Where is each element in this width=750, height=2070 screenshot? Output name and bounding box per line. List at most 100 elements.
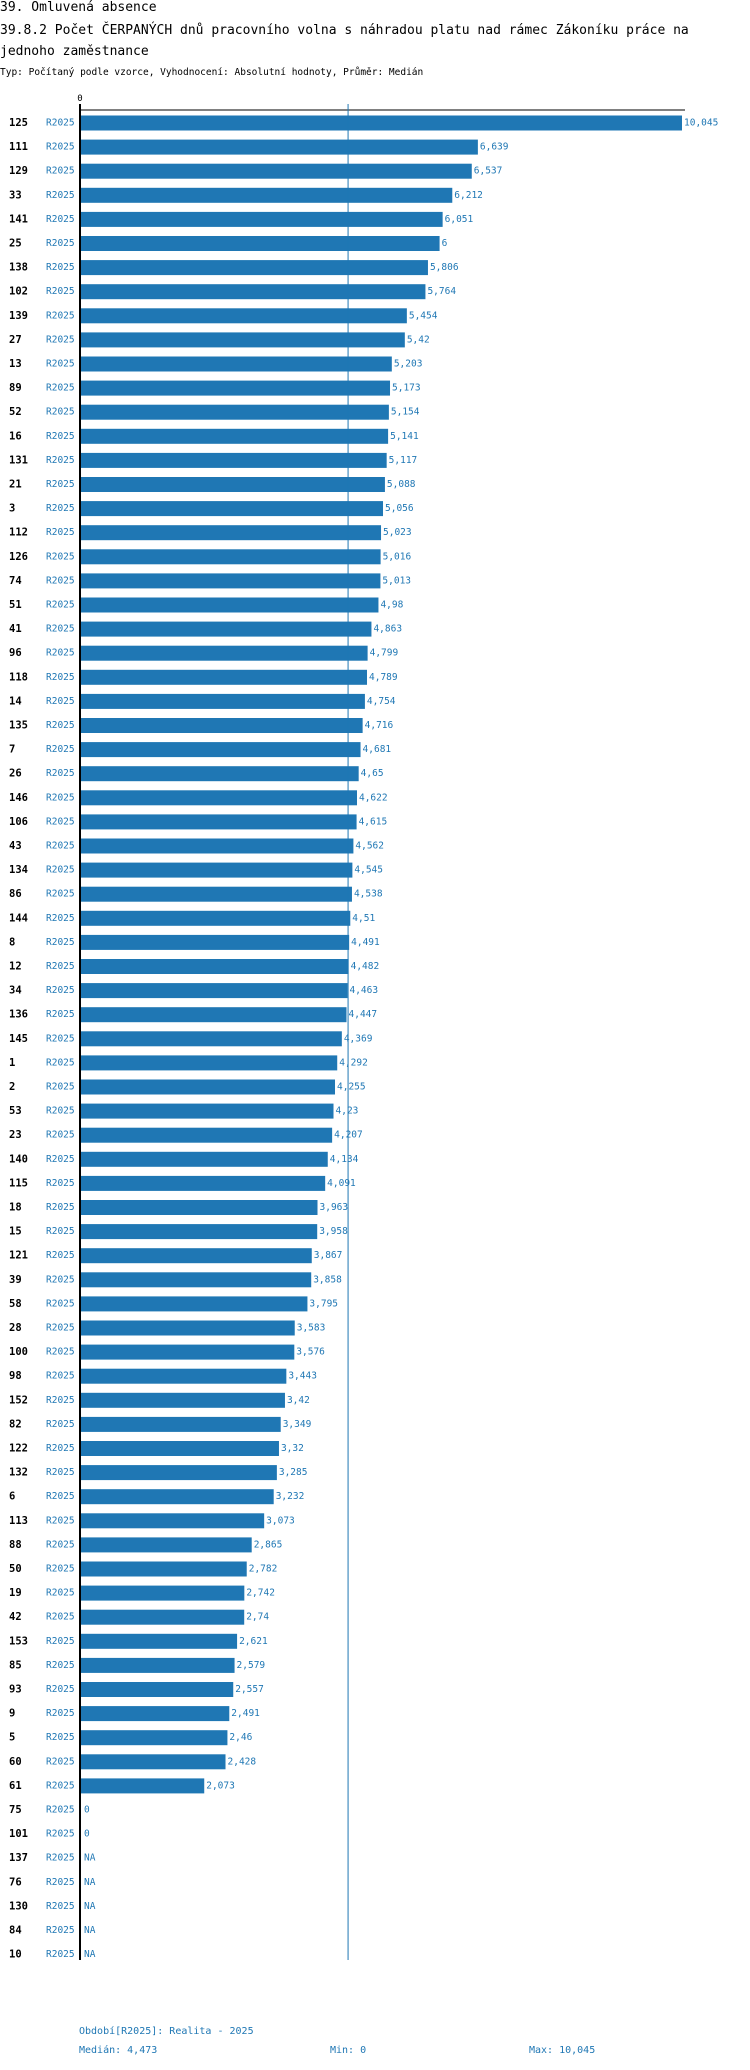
bar	[80, 910, 351, 926]
row-series-label: R2025	[46, 600, 75, 611]
row-id-label: 137	[9, 1852, 28, 1864]
row-series-label: R2025	[46, 1057, 75, 1068]
bar	[80, 404, 389, 420]
bar-value-label: 4,134	[330, 1154, 359, 1165]
bar-value-label: 4,562	[355, 841, 384, 852]
bar-value-label: 2,46	[229, 1732, 252, 1743]
bar	[80, 573, 381, 589]
row-id-label: 122	[9, 1443, 28, 1455]
bar-value-label: 3,867	[314, 1250, 343, 1261]
bar	[80, 501, 384, 517]
row-series-label: R2025	[46, 190, 75, 201]
row-id-label: 13	[9, 358, 22, 370]
row-id-label: 7	[9, 744, 15, 756]
row-series-label: R2025	[46, 455, 75, 466]
row-series-label: R2025	[46, 166, 75, 177]
row-id-label: 52	[9, 406, 22, 418]
row-series-label: R2025	[46, 1033, 75, 1044]
bar-value-label: 5,141	[390, 431, 419, 442]
row-id-label: 113	[9, 1515, 28, 1527]
bar	[80, 308, 407, 324]
row-id-label: 112	[9, 527, 28, 539]
bar	[80, 525, 382, 541]
bar-value-label: 5,088	[387, 479, 416, 490]
bar-value-label: 4,491	[351, 937, 380, 948]
row-id-label: 39	[9, 1274, 22, 1286]
row-series-label: R2025	[46, 744, 75, 755]
row-series-label: R2025	[46, 118, 75, 129]
row-id-label: 126	[9, 551, 28, 563]
bar-value-label: 2,742	[246, 1588, 275, 1599]
bar	[80, 1561, 247, 1577]
row-series-label: R2025	[46, 431, 75, 442]
row-series-label: R2025	[46, 1732, 75, 1743]
bar	[80, 1682, 234, 1697]
row-id-label: 18	[9, 1202, 22, 1214]
bar	[80, 790, 357, 806]
bar-value-label: 4,789	[369, 672, 398, 683]
row-id-label: 50	[9, 1563, 22, 1575]
row-series-label: R2025	[46, 816, 75, 827]
row-id-label: 131	[9, 454, 28, 466]
bar	[80, 862, 353, 878]
bar	[80, 1778, 205, 1794]
row-series-label: R2025	[46, 1636, 75, 1647]
bar	[80, 380, 391, 396]
row-series-label: R2025	[46, 1708, 75, 1719]
bar-value-label: 3,583	[297, 1323, 326, 1334]
bar-value-label: 4,681	[363, 744, 392, 755]
bar-value-label: 4,292	[339, 1057, 368, 1068]
row-id-label: 118	[9, 671, 28, 683]
row-series-label: R2025	[46, 1419, 75, 1430]
bar-value-label: 2,491	[231, 1708, 260, 1719]
row-series-label: R2025	[46, 672, 75, 683]
row-id-label: 89	[9, 382, 22, 394]
bar	[80, 838, 354, 854]
row-id-label: 19	[9, 1587, 22, 1599]
row-id-label: 139	[9, 310, 28, 322]
bar	[80, 742, 361, 758]
row-series-label: R2025	[46, 985, 75, 996]
bar-value-label: 3,232	[276, 1491, 305, 1502]
row-series-label: R2025	[46, 1756, 75, 1767]
row-series-label: R2025	[46, 262, 75, 273]
bar	[80, 1368, 287, 1384]
bar	[80, 549, 381, 565]
row-id-label: 74	[9, 575, 22, 587]
row-id-label: 58	[9, 1298, 22, 1310]
row-series-label: R2025	[46, 720, 75, 731]
row-series-label: R2025	[46, 696, 75, 707]
bar	[80, 886, 352, 902]
row-series-label: R2025	[46, 575, 75, 586]
bar	[80, 477, 385, 492]
row-series-label: R2025	[46, 1178, 75, 1189]
bar-value-label: 2,782	[249, 1564, 278, 1575]
bar-value-label: 4,716	[365, 720, 394, 731]
bar	[80, 983, 348, 999]
row-series-label: R2025	[46, 1780, 75, 1791]
footer-max: Max: 10,045	[529, 2045, 596, 2056]
bar-value-label: NA	[84, 1925, 96, 1936]
bar	[80, 1151, 328, 1167]
bar	[80, 1392, 285, 1408]
bar-value-label: 3,073	[266, 1515, 295, 1526]
bar	[80, 1296, 308, 1312]
row-series-label: R2025	[46, 1612, 75, 1623]
row-series-label: R2025	[46, 913, 75, 924]
row-series-label: R2025	[46, 1202, 75, 1213]
row-id-label: 136	[9, 1009, 28, 1021]
bar-value-label: 4,799	[370, 648, 399, 659]
bar	[80, 1730, 228, 1746]
row-id-label: 141	[9, 213, 28, 225]
row-id-label: 28	[9, 1322, 22, 1334]
row-series-label: R2025	[46, 648, 75, 659]
bar-value-label: 4,463	[349, 985, 378, 996]
row-series-label: R2025	[46, 1805, 75, 1816]
row-series-label: R2025	[46, 624, 75, 635]
row-id-label: 33	[9, 189, 22, 201]
bar-value-label: 4,754	[367, 696, 396, 707]
bar	[80, 718, 363, 733]
row-series-label: R2025	[46, 1130, 75, 1141]
bar-value-label: NA	[84, 1901, 96, 1912]
